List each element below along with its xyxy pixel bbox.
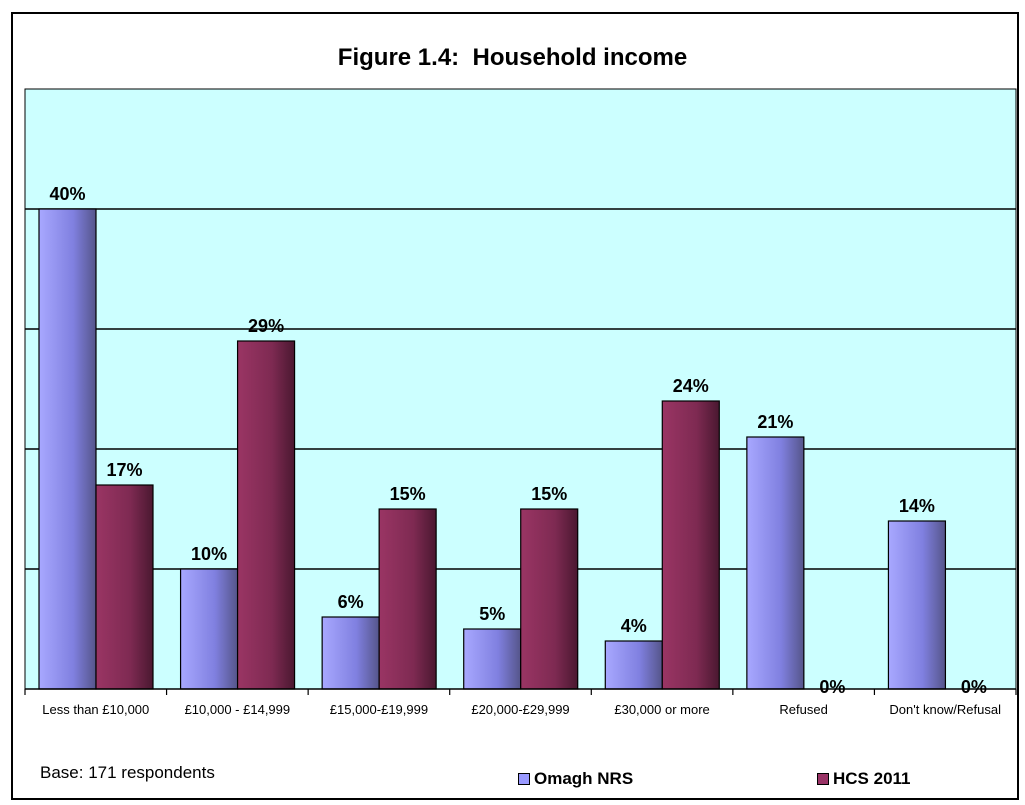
data-label: 24% (673, 376, 709, 396)
x-tick-label: £15,000-£19,999 (330, 702, 428, 717)
x-axis: Less than £10,000 £10,000 - £14,999 £15,00… (24, 688, 1017, 717)
bar-omagh-nrs (604, 640, 663, 690)
bar-omagh-nrs (887, 520, 947, 690)
bar-hcs-2011 (95, 484, 154, 690)
data-label: 14% (899, 496, 935, 516)
legend-item-hcs-2011: HCS 2011 (817, 769, 911, 789)
bar-omagh-nrs (463, 628, 522, 690)
bar-hcs-2011 (378, 508, 437, 690)
bar-omagh-nrs (321, 616, 380, 690)
data-label: 40% (49, 184, 85, 204)
data-label: 17% (106, 460, 142, 480)
data-label: 0% (819, 677, 845, 697)
data-label: 0% (961, 677, 987, 697)
bar-hcs-2011 (520, 508, 579, 690)
data-label: 15% (531, 484, 567, 504)
legend-item-omagh-nrs: Omagh NRS (518, 769, 633, 789)
data-label: 6% (338, 592, 364, 612)
bar-hcs-2011 (661, 400, 720, 690)
x-tick-label: Less than £10,000 (42, 702, 149, 717)
x-tick-label: £20,000-£29,999 (471, 702, 569, 717)
chart-title: Figure 1.4: Household income (337, 44, 688, 71)
data-label: 4% (621, 616, 647, 636)
x-tick-label: £10,000 - £14,999 (185, 702, 291, 717)
bars (38, 208, 947, 690)
data-label: 21% (757, 412, 793, 432)
legend-label-omagh-nrs: Omagh NRS (534, 769, 634, 788)
data-label: 15% (390, 484, 426, 504)
base-note: Base: 171 respondents (40, 763, 215, 782)
bar-hcs-2011 (236, 340, 296, 690)
bar-omagh-nrs (38, 208, 97, 690)
x-tick-label: Don't know/Refusal (889, 702, 1001, 717)
data-labels: 40% 10% 6% 5% 4% 21% 14% 17% 29% 15% 15% 24% 0% 0% (49, 184, 986, 697)
data-label: 10% (191, 544, 227, 564)
x-tick-label: £30,000 or more (614, 702, 709, 717)
legend-label-hcs-2011: HCS 2011 (833, 769, 911, 788)
legend-swatch-omagh-nrs (518, 773, 530, 785)
x-tick-label: Refused (779, 702, 827, 717)
bar-omagh-nrs (746, 436, 805, 690)
bar-omagh-nrs (179, 568, 239, 690)
data-label: 5% (479, 604, 505, 624)
legend-swatch-hcs-2011 (817, 773, 829, 785)
data-label: 29% (248, 316, 284, 336)
